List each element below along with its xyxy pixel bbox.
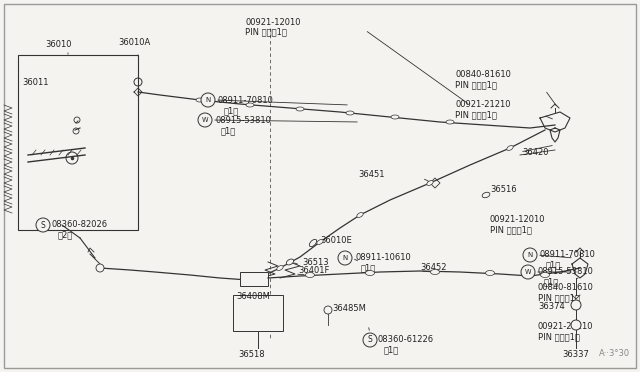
Text: S: S [40, 221, 45, 230]
Circle shape [198, 113, 212, 127]
Text: 36010A: 36010A [118, 38, 150, 47]
Text: PIN ピン（1）: PIN ピン（1） [245, 27, 287, 36]
Ellipse shape [357, 212, 363, 218]
Ellipse shape [346, 111, 354, 115]
Text: 36337: 36337 [562, 350, 589, 359]
Text: （1）: （1） [544, 277, 559, 286]
Ellipse shape [541, 273, 550, 278]
Text: N: N [527, 252, 532, 258]
Text: 36513: 36513 [302, 258, 328, 267]
Circle shape [523, 248, 537, 262]
Circle shape [134, 78, 142, 86]
Circle shape [36, 218, 50, 232]
Circle shape [338, 251, 352, 265]
Text: 36451: 36451 [358, 170, 385, 179]
Ellipse shape [431, 269, 440, 275]
Circle shape [521, 265, 535, 279]
Circle shape [324, 306, 332, 314]
Text: 00921-12010: 00921-12010 [245, 18, 301, 27]
Ellipse shape [317, 240, 323, 244]
Text: 00840-81610: 00840-81610 [538, 283, 594, 292]
Ellipse shape [486, 270, 495, 276]
Text: 36518: 36518 [238, 350, 264, 359]
Circle shape [96, 264, 104, 272]
Text: 36401F: 36401F [298, 266, 330, 275]
Circle shape [201, 93, 215, 107]
Ellipse shape [482, 192, 490, 198]
Circle shape [571, 300, 581, 310]
Bar [240, 272, 268, 286]
Ellipse shape [507, 145, 513, 150]
Text: 36420: 36420 [522, 148, 548, 157]
Text: 08360-61226: 08360-61226 [378, 335, 434, 344]
Text: PIN ピン（1）: PIN ピン（1） [490, 225, 532, 234]
Text: PIN ピン（1）: PIN ピン（1） [538, 332, 580, 341]
Bar [18, 55, 138, 230]
Ellipse shape [446, 120, 454, 124]
Circle shape [73, 128, 79, 134]
Text: 08911-70810: 08911-70810 [218, 96, 274, 105]
Text: A··3°30: A··3°30 [599, 349, 630, 358]
Text: （1）: （1） [221, 126, 236, 135]
Text: 08915-53810: 08915-53810 [538, 267, 594, 276]
Text: PIN ピン（1）: PIN ピン（1） [455, 110, 497, 119]
Ellipse shape [365, 270, 374, 276]
Text: （1）: （1） [361, 263, 376, 272]
Text: PIN ピン（1）: PIN ピン（1） [455, 80, 497, 89]
Text: PIN ピン（1）: PIN ピン（1） [538, 293, 580, 302]
Text: 08360-82026: 08360-82026 [52, 220, 108, 229]
Text: 08911-10610: 08911-10610 [355, 253, 411, 262]
Text: 36452: 36452 [420, 263, 447, 272]
Bar [233, 295, 283, 331]
Text: 36516: 36516 [490, 185, 516, 194]
Text: 00921-12010: 00921-12010 [490, 215, 545, 224]
Ellipse shape [309, 239, 317, 247]
Text: 36011: 36011 [22, 78, 49, 87]
Text: （1）: （1） [224, 106, 239, 115]
Text: W: W [525, 269, 531, 275]
Circle shape [571, 320, 581, 330]
Ellipse shape [427, 180, 433, 186]
Text: N: N [205, 97, 211, 103]
Text: 00840-81610: 00840-81610 [455, 70, 511, 79]
Text: 36010E: 36010E [320, 236, 352, 245]
Text: 36408M: 36408M [236, 292, 270, 301]
Text: W: W [202, 117, 208, 123]
Ellipse shape [196, 98, 204, 102]
Circle shape [74, 117, 80, 123]
Text: 36485M: 36485M [332, 304, 366, 313]
Ellipse shape [296, 107, 304, 111]
Text: 08911-70810: 08911-70810 [540, 250, 596, 259]
Circle shape [66, 152, 78, 164]
Ellipse shape [391, 115, 399, 119]
Text: （2）: （2） [58, 230, 73, 239]
Text: 00921-21210: 00921-21210 [538, 322, 593, 331]
Ellipse shape [277, 266, 283, 270]
Ellipse shape [305, 273, 314, 278]
Text: N: N [342, 255, 348, 261]
Circle shape [363, 333, 377, 347]
Ellipse shape [286, 259, 294, 265]
Text: 36010: 36010 [45, 40, 72, 49]
Text: （1）: （1） [384, 345, 399, 354]
Ellipse shape [246, 103, 254, 107]
Text: S: S [367, 336, 372, 344]
Text: 36374: 36374 [538, 302, 564, 311]
Text: 08915-53810: 08915-53810 [215, 116, 271, 125]
Text: （1）: （1） [546, 260, 561, 269]
Text: 00921-21210: 00921-21210 [455, 100, 511, 109]
